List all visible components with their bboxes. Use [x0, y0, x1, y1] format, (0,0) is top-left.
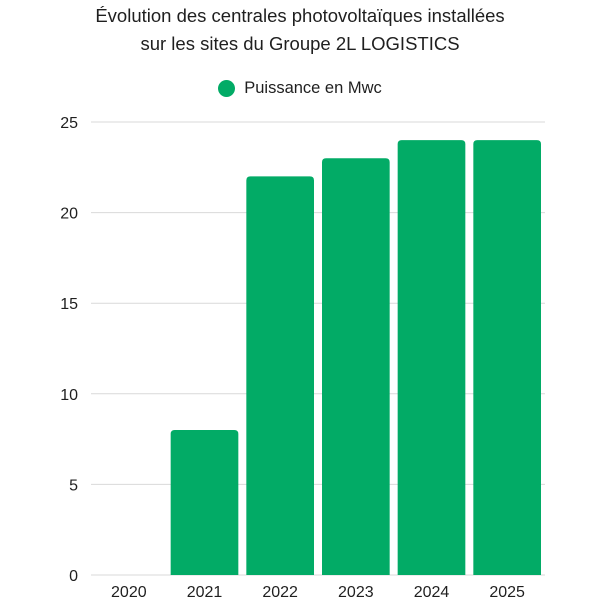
bar-2022	[246, 176, 314, 576]
chart-title: Évolution des centrales photovoltaïques …	[0, 2, 600, 58]
legend-label: Puissance en Mwc	[244, 79, 382, 97]
x-tick-label: 2021	[187, 584, 223, 600]
x-tick-label: 2023	[338, 584, 374, 600]
y-tick-label: 25	[60, 115, 78, 132]
x-tick-label: 2024	[414, 584, 450, 600]
x-tick-label: 2025	[489, 584, 525, 600]
bar-2024	[397, 140, 466, 575]
x-tick-label: 2022	[262, 584, 298, 600]
bar-2023	[322, 158, 390, 576]
y-tick-label: 15	[60, 296, 78, 313]
x-tick-label: 2020	[111, 584, 147, 600]
bar-2025	[473, 140, 541, 575]
y-tick-label: 20	[60, 206, 78, 223]
bar-2021	[170, 430, 239, 575]
y-tick-label: 10	[60, 387, 78, 404]
chart-legend: Puissance en Mwc	[0, 79, 600, 98]
chart-title-line-2: sur les sites du Groupe 2L LOGISTICS	[140, 33, 460, 54]
y-tick-label: 0	[69, 568, 78, 585]
y-tick-label: 5	[69, 477, 78, 494]
chart-title-line-1: Évolution des centrales photovoltaïques …	[95, 5, 505, 26]
legend-swatch-icon	[218, 80, 236, 97]
